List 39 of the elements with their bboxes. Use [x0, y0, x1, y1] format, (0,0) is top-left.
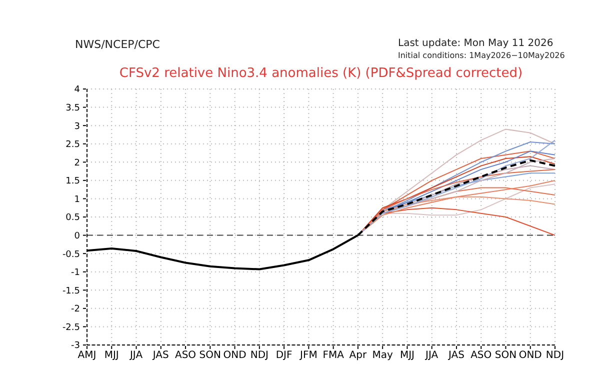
text: Initial conditions: 1May2026−10May2026: [398, 51, 565, 60]
y-tick-label: 2: [74, 158, 80, 168]
y-tick-label: -1: [71, 268, 80, 278]
text: Last update: Mon May 11 2026: [398, 38, 554, 49]
x-tick-label: JAS: [447, 350, 464, 362]
y-tick-label: -0.5: [62, 250, 80, 260]
y-tick-label: 3: [74, 122, 80, 132]
y-tick-label: 4: [74, 85, 80, 96]
x-tick-label: ASO: [174, 350, 196, 362]
x-tick-label: SON: [494, 350, 517, 362]
x-tick-label: MJJ: [400, 350, 414, 362]
x-tick-label: MJJ: [104, 350, 119, 362]
y-tick-label: 1.5: [66, 176, 80, 187]
x-tick-label: JFM: [299, 350, 318, 362]
x-tick-label: FMA: [322, 350, 344, 362]
x-tick-label: May: [372, 350, 393, 362]
y-tick-label: 0: [74, 231, 80, 242]
x-tick-label: NDJ: [546, 350, 564, 362]
chart-title: CFSv2 relative Nino3.4 anomalies (K) (PDF&Spread corrected): [118, 66, 524, 81]
x-tick-label: OND: [223, 350, 247, 362]
x-tick-label: JJA: [424, 350, 438, 362]
x-tick-label: AMJ: [78, 350, 96, 362]
x-tick-label: ASO: [470, 350, 492, 362]
x-tick-label: OND: [518, 350, 542, 362]
x-tick-label: DJF: [276, 350, 292, 362]
y-tick-label: 0.5: [66, 213, 80, 224]
x-tick-label: JAS: [152, 350, 169, 362]
y-tick-label: 1: [74, 194, 80, 205]
x-tick-label: NDJ: [250, 350, 268, 362]
y-tick-label: -2: [71, 304, 80, 315]
y-tick-label: 3.5: [66, 103, 80, 114]
text: NWS/NCEP/CPC: [75, 38, 160, 51]
y-tick-label: -1.5: [62, 286, 80, 296]
x-tick-label: SON: [199, 350, 222, 362]
x-tick-label: JJA: [128, 350, 143, 362]
y-tick-label: -3: [71, 341, 80, 352]
y-tick-label: -2.5: [62, 322, 80, 333]
x-tick-label: Apr: [349, 350, 368, 362]
y-tick-label: 2.5: [66, 140, 80, 150]
